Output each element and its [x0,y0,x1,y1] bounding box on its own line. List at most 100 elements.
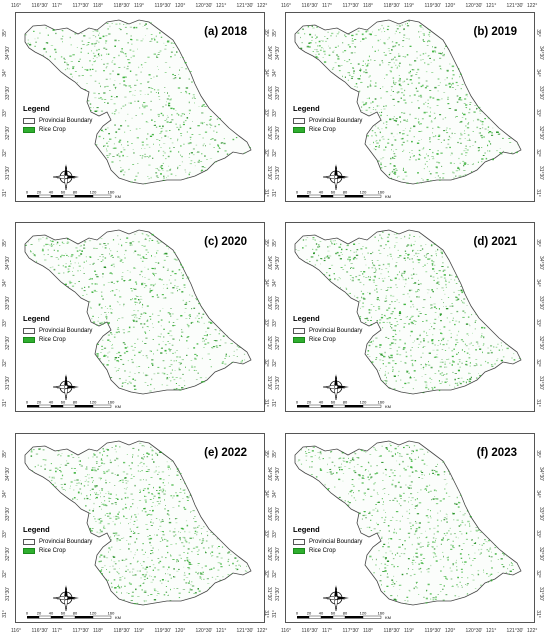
rice-patch [203,143,205,145]
rice-patch [411,497,414,499]
rice-patch [117,465,119,467]
rice-patch [119,238,121,240]
rice-patch [201,357,203,360]
rice-patch [99,32,100,34]
rice-patch [188,326,190,328]
rice-patch [490,556,493,558]
rice-patch [54,482,56,484]
rice-patch [196,355,198,357]
rice-patch [98,97,101,99]
rice-patch [118,40,120,42]
legend-boundary-label: Provincial Boundary [39,327,93,334]
rice-patch [464,138,466,139]
rice-patch [145,237,146,239]
rice-patch [139,107,141,109]
rice-patch [437,78,440,80]
rice-patch [150,109,152,111]
rice-patch [312,51,314,52]
rice-patch [447,514,448,516]
rice-patch [398,80,401,82]
rice-patch [45,243,47,246]
rice-patch [410,317,413,318]
rice-patch [173,568,175,570]
rice-patch [143,258,146,259]
rice-patch [127,59,130,61]
rice-patch [105,67,107,69]
rice-patch [57,450,60,452]
rice-patch [194,521,197,523]
rice-patch [76,250,79,252]
rice-patch [185,68,188,70]
rice-patch [115,532,118,534]
rice-patch [488,150,491,152]
rice-patch [197,563,200,564]
rice-patch [191,134,194,135]
rice-patch [441,165,443,167]
rice-patch [100,238,103,239]
rice-patch [223,138,225,140]
rice-patch [101,462,103,464]
legend-rice-label: Rice Crop [309,547,336,554]
rice-patch [349,292,351,294]
rice-patch [508,138,510,139]
rice-patch [149,74,151,76]
rice-patch [157,66,158,67]
rice-patch [179,124,181,126]
rice-patch [129,571,131,573]
rice-patch [327,463,328,466]
rice-patch [330,35,332,37]
rice-patch [246,570,248,572]
rice-patch [84,241,87,243]
rice-patch [50,479,53,482]
rice-patch [157,335,159,337]
rice-patch [315,243,318,245]
rice-patch [209,334,212,335]
rice-patch [202,122,204,125]
scale-tick-label: 40 [319,400,324,405]
rice-patch [449,86,452,88]
rice-patch [338,458,340,460]
rice-patch [395,453,396,456]
rice-patch [349,72,350,74]
rice-patch [442,337,445,339]
rice-patch [409,509,410,511]
rice-patch [116,353,118,354]
rice-patch [176,470,179,472]
rice-patch [146,452,149,454]
rice-patch [164,135,167,137]
rice-patch [384,493,386,494]
rice-patch [505,571,507,573]
left-lat-label: 34°30' [275,255,282,271]
rice-patch [406,510,408,513]
rice-patch [57,454,59,456]
rice-patch [492,158,494,161]
rice-patch [101,508,102,510]
rice-patch [188,314,191,316]
rice-patch [437,473,440,476]
rice-patch [452,564,454,566]
rice-patch [459,494,462,496]
rice-patch [127,346,129,348]
rice-patch [180,527,183,529]
rice-patch [501,564,504,565]
rice-patch [200,121,203,123]
rice-patch [456,384,459,386]
rice-patch [122,471,126,473]
right-lat-label: 34° [262,490,269,498]
rice-patch [191,365,193,367]
rice-patch [444,117,447,119]
rice-patch [141,589,143,591]
rice-patch [466,333,469,335]
rice-patch [151,576,152,577]
rice-patch [117,571,119,573]
rice-patch [110,250,112,252]
rice-patch [405,602,407,605]
rice-patch [352,67,354,69]
rice-patch [470,362,471,364]
rice-patch [38,448,41,450]
rice-patch [433,533,435,535]
rice-patch [161,294,164,296]
rice-patch [440,520,442,522]
rice-patch [421,178,423,179]
rice-patch [238,347,241,348]
